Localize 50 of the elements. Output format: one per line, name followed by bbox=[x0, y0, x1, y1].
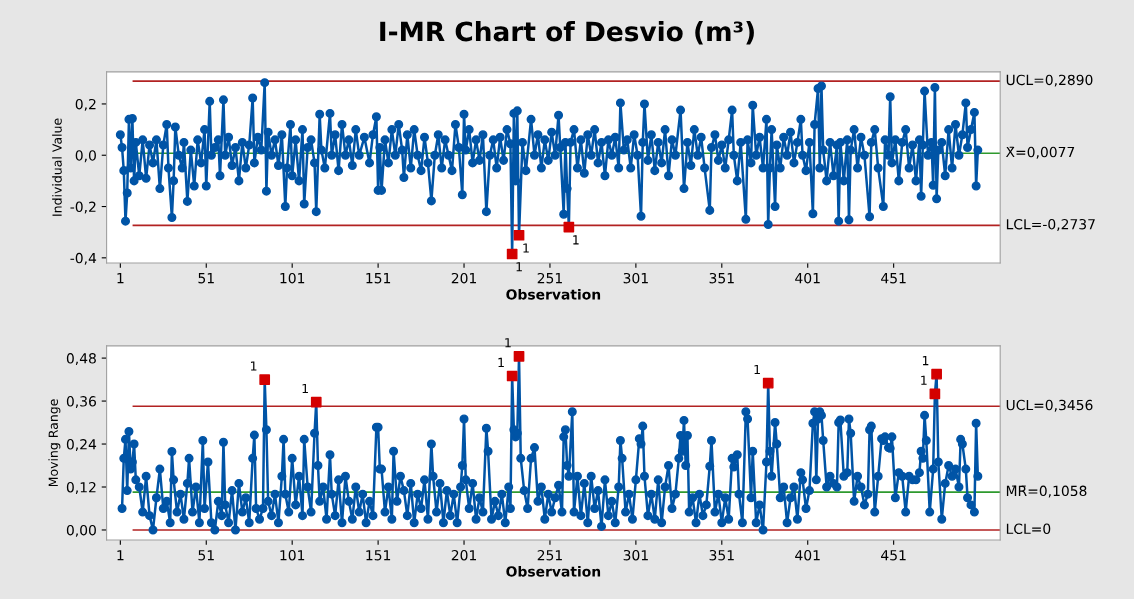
y-tick-label: 0,00 bbox=[66, 524, 96, 537]
x-tick-label: 251 bbox=[537, 272, 562, 284]
x-tick-label: 51 bbox=[198, 550, 214, 561]
y-tick-label: 0,36 bbox=[66, 396, 96, 408]
annotation: 1 bbox=[921, 375, 927, 385]
annotation: 1 bbox=[505, 338, 511, 348]
chart-title: I-MR Chart of Desvio (m³) bbox=[380, 20, 754, 45]
x-tick-label: 51 bbox=[198, 273, 214, 284]
x-axis-title: Observation bbox=[506, 565, 601, 577]
x-tick-label: 151 bbox=[366, 550, 391, 561]
annotation: 1 bbox=[516, 262, 522, 272]
x-tick-label: 1 bbox=[117, 273, 124, 284]
ref-line-label: LCL=0 bbox=[1006, 523, 1051, 534]
annotation: 1 bbox=[523, 243, 529, 253]
annotation: 1 bbox=[922, 356, 929, 366]
y-tick-label: 0,0 bbox=[75, 150, 96, 163]
x-tick-label: 201 bbox=[451, 272, 476, 284]
y-axis-title: Individual Value bbox=[52, 118, 62, 216]
annotation: 1 bbox=[302, 383, 308, 394]
ref-line-label: X̄=0,0077 bbox=[1005, 146, 1075, 159]
x-tick-label: 301 bbox=[623, 272, 648, 284]
ref-line-label: UCL=0,2890 bbox=[1006, 74, 1093, 87]
x-axis-title: Observation bbox=[506, 288, 601, 300]
ref-line-label: LCL=-0,2737 bbox=[1006, 218, 1095, 231]
y-tick-label: 0,24 bbox=[66, 439, 97, 451]
x-tick-label: 101 bbox=[280, 272, 305, 284]
x-tick-label: 151 bbox=[366, 273, 391, 284]
ref-line-label: M̄R̄=0,1058 bbox=[1006, 485, 1087, 498]
y-tick-label: 0,2 bbox=[75, 98, 96, 111]
y-tick-label: -0,2 bbox=[70, 201, 96, 214]
x-tick-label: 251 bbox=[537, 549, 562, 561]
x-tick-label: 451 bbox=[881, 550, 906, 561]
x-tick-label: 301 bbox=[623, 549, 648, 561]
y-tick-label: 0,48 bbox=[66, 353, 96, 365]
x-tick-label: 451 bbox=[881, 273, 906, 284]
annotation: 1 bbox=[250, 361, 257, 371]
x-tick-label: 351 bbox=[709, 549, 734, 561]
annotation: 1 bbox=[498, 357, 504, 367]
annotation: 1 bbox=[754, 365, 760, 375]
y-tick-label: -0,4 bbox=[70, 252, 97, 265]
x-tick-label: 351 bbox=[709, 272, 734, 284]
y-axis-title: Moving Range bbox=[48, 399, 61, 487]
x-tick-label: 1 bbox=[117, 550, 124, 561]
x-tick-label: 401 bbox=[795, 272, 820, 284]
x-tick-label: 201 bbox=[451, 549, 476, 561]
annotation: 1 bbox=[573, 235, 579, 245]
y-tick-label: 0,12 bbox=[66, 481, 96, 494]
ref-line-label: UCL=0,3456 bbox=[1006, 399, 1093, 412]
x-tick-label: 401 bbox=[795, 549, 820, 561]
x-tick-label: 101 bbox=[280, 549, 305, 561]
